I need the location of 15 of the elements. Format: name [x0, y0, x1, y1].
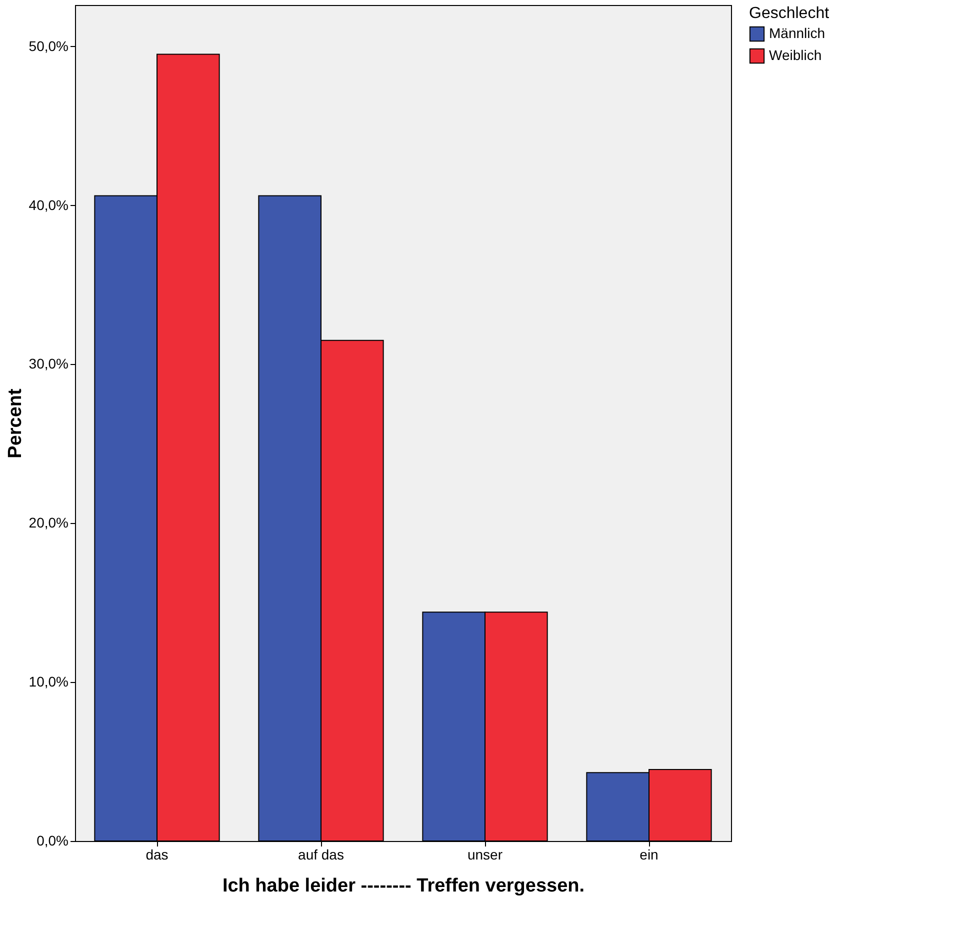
legend-label: Weiblich — [769, 47, 822, 63]
x-axis-title: Ich habe leider -------- Treffen vergessen. — [222, 876, 585, 896]
x-tick-label: unser — [467, 846, 503, 862]
legend-title: Geschlecht — [749, 5, 830, 22]
y-tick-label: 0,0% — [36, 832, 68, 848]
y-axis-title: Percent — [4, 388, 26, 458]
y-tick-label: 30,0% — [28, 356, 68, 372]
x-tick-label: das — [146, 846, 168, 862]
y-tick-label: 20,0% — [28, 514, 68, 531]
y-tick-label: 10,0% — [28, 674, 68, 690]
x-tick-label: ein — [640, 846, 658, 862]
y-tick-label: 40,0% — [28, 196, 68, 213]
x-tick-label: auf das — [298, 846, 344, 862]
legend-label: Männlich — [769, 25, 826, 41]
y-tick-label: 50,0% — [28, 38, 68, 54]
